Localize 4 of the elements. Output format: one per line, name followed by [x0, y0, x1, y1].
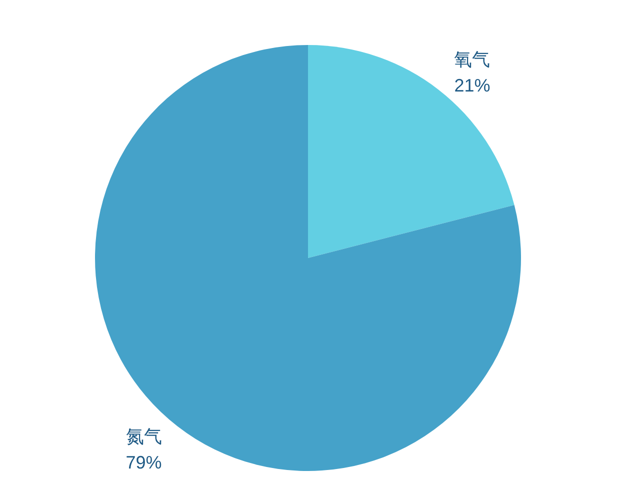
data-label: 79% [126, 452, 162, 472]
slice-label: 氧气 [454, 50, 490, 70]
data-label: 21% [454, 76, 490, 96]
slice-label: 氮气 [126, 426, 162, 446]
